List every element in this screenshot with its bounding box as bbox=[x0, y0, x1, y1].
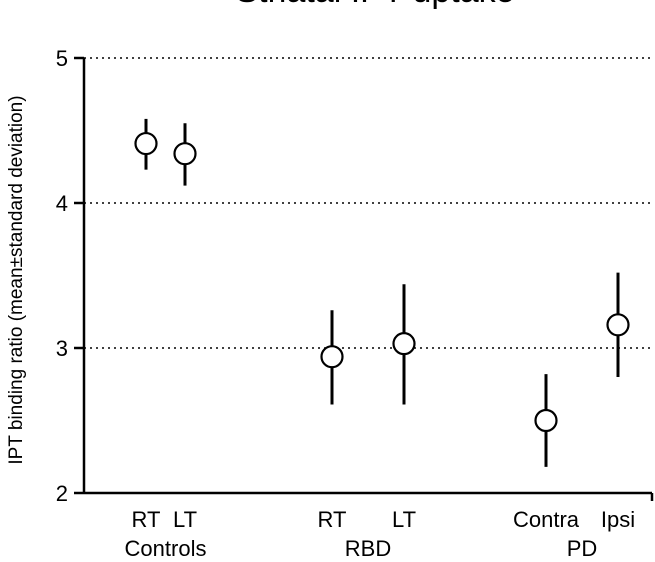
x-category-label: Contra bbox=[513, 507, 580, 532]
y-tick-label-4: 4 bbox=[56, 191, 68, 216]
data-point-rbd-lt bbox=[392, 284, 416, 405]
y-tick-label-2: 2 bbox=[56, 481, 68, 506]
mean-marker bbox=[392, 332, 416, 356]
gridlines bbox=[84, 57, 652, 349]
x-group-label-rbd: RBD bbox=[345, 536, 391, 561]
data-point-pd-contra bbox=[534, 374, 558, 467]
data-points bbox=[134, 118, 630, 467]
mean-marker bbox=[134, 131, 158, 156]
data-point-controls-lt bbox=[173, 123, 197, 186]
x-group-label-controls: Controls bbox=[125, 536, 207, 561]
x-category-label: RT bbox=[132, 507, 161, 532]
y-axis-label: IPT binding ratio (mean±standard deviati… bbox=[6, 95, 27, 464]
y-tick-labels: 2 3 4 5 bbox=[56, 46, 68, 506]
data-point-pd-ipsi bbox=[606, 272, 630, 377]
mean-marker bbox=[534, 408, 558, 433]
x-category-label: RT bbox=[318, 507, 347, 532]
y-tick-label-3: 3 bbox=[56, 336, 68, 361]
axes bbox=[74, 56, 654, 501]
mean-marker bbox=[606, 313, 630, 337]
x-group-labels: Controls RBD PD bbox=[125, 536, 598, 561]
x-category-label: Ipsi bbox=[601, 507, 635, 532]
x-category-labels: RT LT RT LT Contra Ipsi bbox=[132, 507, 636, 532]
chart-title: Striatal IPT uptake bbox=[235, 0, 514, 10]
x-category-label: LT bbox=[173, 507, 197, 532]
mean-marker bbox=[173, 142, 197, 166]
data-point-rbd-rt bbox=[320, 310, 344, 405]
x-group-label-pd: PD bbox=[567, 536, 598, 561]
mean-marker bbox=[320, 345, 344, 369]
data-point-controls-rt bbox=[134, 118, 158, 170]
y-tick-label-5: 5 bbox=[56, 46, 68, 71]
x-category-label: LT bbox=[392, 507, 416, 532]
